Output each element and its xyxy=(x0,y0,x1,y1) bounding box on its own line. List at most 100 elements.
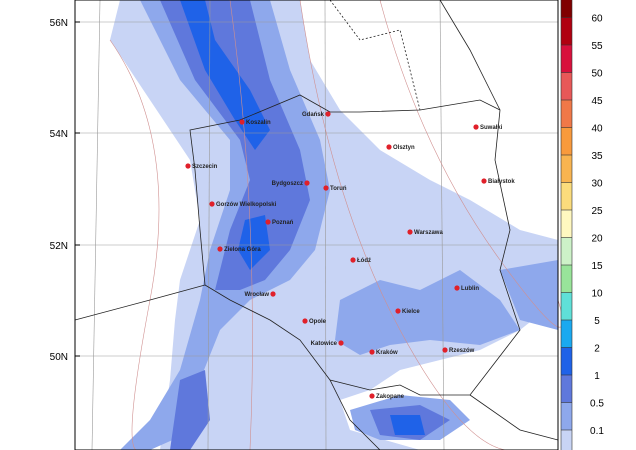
city: Gdańsk xyxy=(302,111,331,118)
city: Kielce xyxy=(395,308,420,315)
city-marker xyxy=(386,144,392,150)
city-label: Bydgoszcz xyxy=(272,181,303,187)
city-marker xyxy=(325,111,331,117)
city: Gorzów Wielkopolski xyxy=(209,201,277,208)
city-label: Kraków xyxy=(376,350,398,356)
colorbar-swatch xyxy=(561,375,572,403)
colorbar-swatch xyxy=(561,430,572,450)
colorbar-label: 40 xyxy=(591,124,603,135)
city-marker xyxy=(265,219,271,225)
colorbar-swatch xyxy=(561,402,572,430)
city: Rzeszów xyxy=(442,347,475,354)
colorbar-swatch xyxy=(561,347,572,375)
city: Wrocław xyxy=(244,291,276,298)
colorbar-label: 30 xyxy=(591,179,603,190)
lat-labels: 56N 54N 52N 50N xyxy=(50,18,80,363)
city: Zielona Góra xyxy=(217,246,261,253)
city: Łódź xyxy=(350,257,371,264)
city: Warszawa xyxy=(407,229,443,236)
city: Toruń xyxy=(323,185,347,192)
colorbar-label: 10 xyxy=(591,289,603,300)
city-label: Gorzów Wielkopolski xyxy=(216,202,277,208)
city-label: Olsztyn xyxy=(393,145,415,151)
city: Poznań xyxy=(265,219,294,226)
city-marker xyxy=(239,119,245,125)
colorbar-swatch xyxy=(561,292,572,320)
city-label: Wrocław xyxy=(244,292,269,298)
city-marker xyxy=(350,257,356,263)
city-label: Warszawa xyxy=(414,230,443,236)
city: Szczecin xyxy=(185,163,218,170)
colorbar-swatch xyxy=(561,0,572,18)
lat-label: 50N xyxy=(50,352,68,363)
colorbar-frame xyxy=(560,0,573,450)
colorbar-swatch xyxy=(561,72,572,100)
city-marker xyxy=(304,180,310,186)
colorbar-swatch xyxy=(561,127,572,155)
colorbar-swatch xyxy=(561,45,572,73)
city: Bydgoszcz xyxy=(272,180,310,187)
city-marker xyxy=(369,393,375,399)
precip-intense xyxy=(180,0,425,435)
colorbar-swatch xyxy=(561,17,572,45)
city-label: Kielce xyxy=(402,309,420,315)
city-marker xyxy=(442,347,448,353)
colorbar-label: 1 xyxy=(594,371,600,382)
city: Lublin xyxy=(454,285,479,292)
city-label: Szczecin xyxy=(192,164,218,170)
city-marker xyxy=(407,229,413,235)
city-label: Lublin xyxy=(461,286,479,292)
city-label: Gdańsk xyxy=(302,112,325,118)
city: Katowice xyxy=(311,340,344,347)
city-label: Poznań xyxy=(272,220,294,226)
city-marker xyxy=(454,285,460,291)
city-marker xyxy=(369,349,375,355)
city: Zakopane xyxy=(369,393,405,400)
colorbar-label: 0.5 xyxy=(590,399,604,410)
colorbar-label: 25 xyxy=(591,206,603,217)
city-marker xyxy=(270,291,276,297)
city: Olsztyn xyxy=(386,144,415,151)
lat-label: 52N xyxy=(50,241,68,252)
colorbar-swatch xyxy=(561,182,572,210)
colorbar-label: 0.1 xyxy=(590,426,604,437)
colorbar-label: 35 xyxy=(591,151,603,162)
city-markers: Koszalin Gdańsk Szczecin Olsztyn Suwałki Bydg… xyxy=(185,111,515,400)
colorbar-label: 15 xyxy=(591,261,603,272)
city-label: Zakopane xyxy=(376,394,405,400)
city-label: Białystok xyxy=(488,179,515,185)
city: Kraków xyxy=(369,349,398,356)
city-marker xyxy=(323,185,329,191)
city: Opole xyxy=(302,318,327,325)
city: Koszalin xyxy=(239,119,271,126)
city-label: Katowice xyxy=(311,341,338,347)
city-label: Łódź xyxy=(357,258,371,264)
city-label: Zielona Góra xyxy=(224,247,261,253)
city-label: Toruń xyxy=(330,186,347,192)
city-marker xyxy=(185,163,191,169)
colorbar-swatch xyxy=(561,237,572,265)
lat-label: 54N xyxy=(50,129,68,140)
colorbar-label: 20 xyxy=(591,234,603,245)
city-marker xyxy=(209,201,215,207)
city: Suwałki xyxy=(473,124,503,131)
lat-label: 56N xyxy=(50,18,68,29)
colorbar-label: 50 xyxy=(591,69,603,80)
isobars xyxy=(109,0,564,450)
map-frame xyxy=(74,0,559,450)
city-marker xyxy=(217,246,223,252)
colorbar-label: 45 xyxy=(591,96,603,107)
colorbar-label: 60 xyxy=(591,14,603,25)
colorbar-swatch xyxy=(561,100,572,128)
city-marker xyxy=(302,318,308,324)
colorbar-swatch xyxy=(561,320,572,348)
colorbar-label: 2 xyxy=(594,344,600,355)
city-label: Rzeszów xyxy=(449,348,475,354)
city-marker xyxy=(473,124,479,130)
precip-field xyxy=(110,0,558,450)
city-label: Koszalin xyxy=(246,120,271,126)
colorbar-label: 5 xyxy=(594,316,600,327)
colorbar-swatch xyxy=(561,155,572,183)
